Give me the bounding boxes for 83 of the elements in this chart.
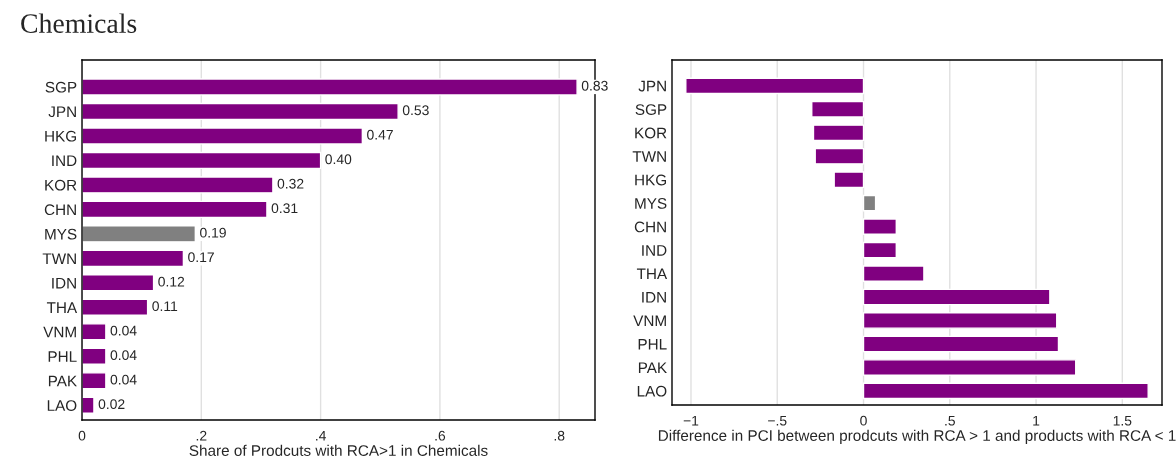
x-tick-label: .8 xyxy=(554,430,565,441)
y-tick-label: TWN xyxy=(42,253,76,264)
data-label: 0.31 xyxy=(271,203,298,214)
y-tick-label: JPN xyxy=(48,106,76,118)
bar xyxy=(82,225,197,243)
bar xyxy=(82,102,399,121)
data-label: 0.47 xyxy=(367,129,393,140)
data-label: 0.40 xyxy=(325,154,352,165)
data-label: 0.04 xyxy=(110,325,137,336)
bar xyxy=(862,359,1077,376)
x-tick-label: .5 xyxy=(945,415,955,426)
bar xyxy=(862,382,1149,400)
bar xyxy=(685,77,865,95)
data-label: 0.19 xyxy=(200,227,226,238)
y-tick-label: TWN xyxy=(632,151,666,162)
bar xyxy=(82,396,95,414)
y-tick-label: CHN xyxy=(634,221,666,233)
y-tick-label: LAO xyxy=(47,400,77,411)
y-tick-label: JPN xyxy=(638,80,666,92)
bar xyxy=(862,312,1058,329)
x-tick-label: 1 xyxy=(1033,415,1040,426)
bar xyxy=(82,78,578,96)
bar xyxy=(862,265,925,282)
y-tick-label: THA xyxy=(636,268,668,280)
data-label: 0.12 xyxy=(158,276,185,287)
x-tick-label: 0 xyxy=(78,430,86,441)
y-tick-label: IDN xyxy=(52,277,76,289)
x-tick-label: 1.5 xyxy=(1113,415,1132,426)
bar xyxy=(82,372,107,390)
y-tick-label: PHL xyxy=(48,351,77,362)
bar xyxy=(82,298,149,317)
data-label: 0.83 xyxy=(581,80,608,91)
bar xyxy=(82,176,274,194)
y-tick-label: PHL xyxy=(638,339,667,350)
bar xyxy=(833,171,865,189)
data-label: 0.02 xyxy=(98,399,125,410)
bar xyxy=(862,218,897,235)
y-tick-label: HKG xyxy=(45,130,76,142)
data-label: 0.04 xyxy=(110,350,137,361)
x-tick-label: −.5 xyxy=(768,415,787,426)
bar xyxy=(812,124,865,142)
bar xyxy=(862,194,877,212)
bar xyxy=(814,147,865,165)
y-tick-label: IND xyxy=(642,245,667,256)
y-tick-label: KOR xyxy=(45,179,77,191)
x-tick-label: 0 xyxy=(860,415,867,426)
x-tick-label: .6 xyxy=(435,430,446,441)
x-axis-title: Share of Prodcuts with RCA>1 in Chemicals xyxy=(189,444,488,456)
x-axis-title: Difference in PCI between prodcuts with RCA > 1 and products with RCA < 1 xyxy=(658,429,1176,444)
data-label: 0.32 xyxy=(277,178,304,189)
data-label: 0.11 xyxy=(152,301,178,312)
data-label: 0.04 xyxy=(110,374,137,385)
bar xyxy=(82,347,107,365)
y-tick-label: VNM xyxy=(43,326,76,338)
y-tick-label: SGP xyxy=(45,81,77,93)
data-label: 0.53 xyxy=(402,105,429,116)
bar xyxy=(82,200,268,219)
data-label: 0.17 xyxy=(188,252,214,263)
y-tick-label: PAK xyxy=(48,375,77,387)
bar xyxy=(862,335,1060,353)
y-tick-label: IDN xyxy=(642,292,666,303)
bar xyxy=(862,241,897,259)
y-tick-label: THA xyxy=(46,302,78,313)
y-tick-label: MYS xyxy=(635,198,667,209)
y-tick-label: SGP xyxy=(635,104,667,115)
y-tick-label: CHN xyxy=(44,204,76,216)
bar xyxy=(82,249,185,268)
y-tick-label: IND xyxy=(52,155,77,166)
y-tick-label: KOR xyxy=(635,127,667,139)
x-tick-label: −1 xyxy=(683,415,699,426)
y-tick-label: MYS xyxy=(45,228,77,240)
bar xyxy=(862,288,1051,306)
bar xyxy=(82,151,322,170)
y-tick-label: HKG xyxy=(635,174,666,186)
y-tick-label: VNM xyxy=(633,315,666,327)
y-tick-label: LAO xyxy=(637,385,667,397)
x-tick-label: .4 xyxy=(316,430,326,441)
bar xyxy=(811,100,865,118)
y-tick-label: PAK xyxy=(638,362,667,373)
chart-title: Chemicals xyxy=(21,13,137,33)
bar xyxy=(82,274,155,292)
bar xyxy=(82,323,107,341)
x-tick-label: .2 xyxy=(196,430,207,441)
